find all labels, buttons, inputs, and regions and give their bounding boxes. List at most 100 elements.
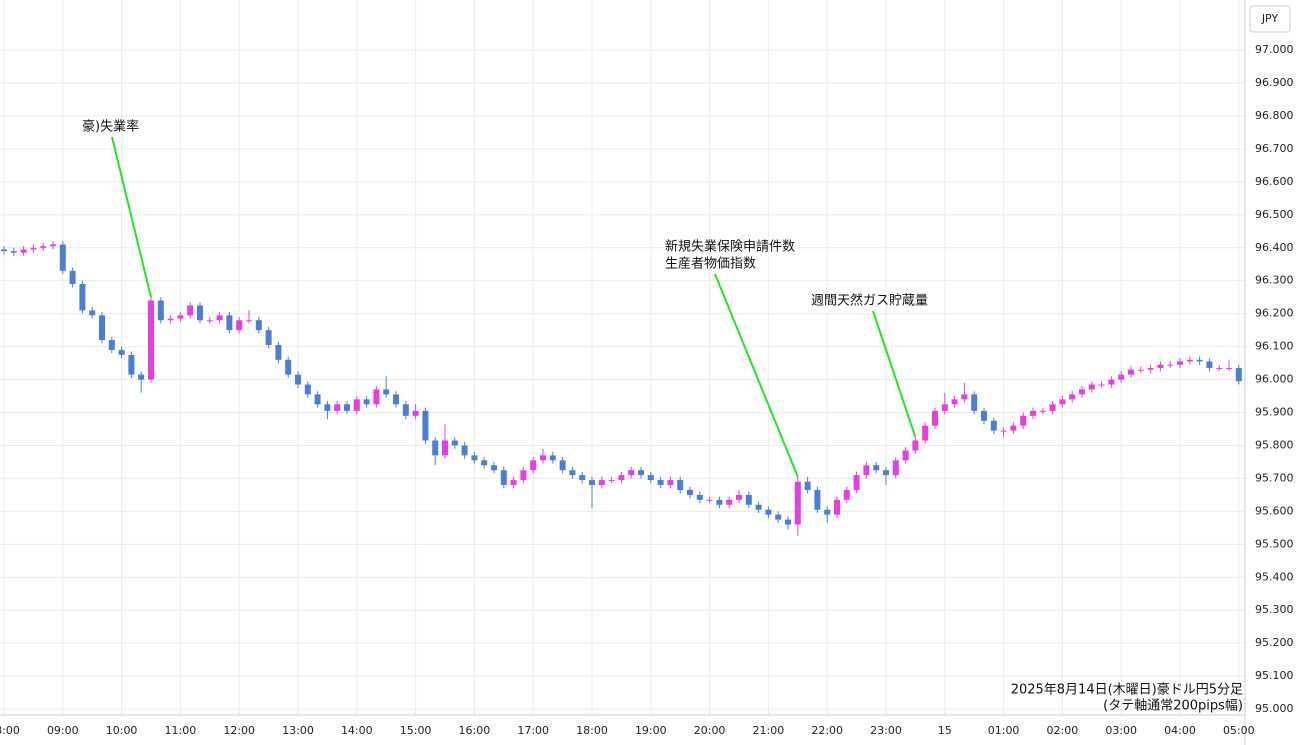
candle-body xyxy=(765,509,772,515)
candle-body xyxy=(1128,369,1134,375)
y-tick-label: 96.200 xyxy=(1255,307,1294,320)
candle-body xyxy=(706,499,713,501)
annotation-label: 新規失業保険申請件数 xyxy=(665,239,795,255)
candle-body xyxy=(89,310,96,316)
candle-body xyxy=(177,315,184,319)
candle-body xyxy=(246,320,252,322)
x-tick-label: 04:00 xyxy=(1164,724,1196,737)
candle-body xyxy=(1020,415,1027,426)
x-tick-label: 01:00 xyxy=(988,724,1020,737)
candle-body xyxy=(520,470,527,481)
candle-body xyxy=(69,270,76,285)
candle-body xyxy=(383,389,390,395)
x-tick-label: 10:00 xyxy=(106,724,138,737)
candle-body xyxy=(304,384,311,395)
x-tick-label: 23:00 xyxy=(870,724,902,737)
candles xyxy=(1,241,1242,537)
x-tick-label: 05:00 xyxy=(1223,724,1255,737)
candle-body xyxy=(608,480,615,482)
candle-body xyxy=(461,445,468,456)
candle-body xyxy=(873,465,880,471)
candle-body xyxy=(745,494,752,505)
candle-body xyxy=(922,425,929,441)
candle-body xyxy=(990,420,997,431)
candle-body xyxy=(961,394,968,400)
candle-body xyxy=(255,320,262,331)
candle-body xyxy=(569,470,576,476)
y-tick-label: 96.100 xyxy=(1255,340,1294,353)
x-tick-label: 15 xyxy=(938,724,952,737)
y-tick-label: 96.400 xyxy=(1255,241,1294,254)
candle-body xyxy=(442,440,448,456)
candle-body xyxy=(20,249,27,253)
candle-body xyxy=(1226,368,1232,370)
candle-body xyxy=(226,315,233,331)
x-tick-label: 20:00 xyxy=(694,724,726,737)
candle-body xyxy=(804,481,811,490)
candle-body xyxy=(853,475,860,490)
y-tick-label: 95.800 xyxy=(1255,438,1294,451)
candle-body xyxy=(912,440,919,451)
candle-body xyxy=(834,499,840,515)
candle-body xyxy=(40,246,47,248)
candle-body xyxy=(10,251,17,253)
candle-body xyxy=(883,470,889,476)
candle-body xyxy=(1216,368,1223,370)
candle-body xyxy=(50,244,56,247)
y-tick-label: 96.500 xyxy=(1255,208,1294,221)
candle-body xyxy=(118,349,125,355)
x-tick-label: 02:00 xyxy=(1047,724,1079,737)
candle-body xyxy=(1147,368,1154,370)
x-tick-label: 13:00 xyxy=(282,724,314,737)
currency-box xyxy=(1249,5,1291,33)
candle-body xyxy=(736,494,742,500)
candle-body xyxy=(275,344,282,360)
candle-body xyxy=(500,470,507,486)
candle-body xyxy=(1088,384,1095,390)
x-tick-label: 15:00 xyxy=(400,724,432,737)
candle-body xyxy=(628,470,635,476)
candle-body xyxy=(530,460,537,471)
candle-body xyxy=(402,404,409,416)
candle-body xyxy=(1108,379,1115,385)
candle-body xyxy=(324,404,331,411)
candle-body xyxy=(59,244,66,271)
candle-body xyxy=(167,318,174,321)
candle-body xyxy=(363,399,370,405)
y-tick-label: 95.700 xyxy=(1255,471,1294,484)
candle-body xyxy=(197,305,203,321)
y-tick-label: 95.200 xyxy=(1255,636,1294,649)
candle-body xyxy=(598,480,605,486)
candle-body xyxy=(265,330,272,345)
candle-body xyxy=(1186,359,1193,362)
candle-body xyxy=(1167,364,1174,366)
x-tick-label: 22:00 xyxy=(811,724,843,737)
annotation-pointer xyxy=(714,273,799,478)
candle-body xyxy=(647,475,654,481)
candle-body xyxy=(471,455,478,461)
candle-body xyxy=(932,410,938,426)
candle-body xyxy=(589,480,595,486)
price-axis-panel xyxy=(1245,0,1300,745)
y-tick-label: 97.000 xyxy=(1255,43,1294,56)
candle-body xyxy=(1030,410,1036,416)
annotation-label: 生産者物価指数 xyxy=(665,256,756,272)
annotation-label: 週間天然ガス貯蔵量 xyxy=(811,293,928,309)
y-tick-label: 95.300 xyxy=(1255,603,1294,616)
candle-body xyxy=(657,480,664,486)
candle-body xyxy=(314,394,321,405)
candle-body xyxy=(1157,364,1164,369)
footer-line: 2025年8月14日(木曜日)豪ドル円5分足 xyxy=(1011,682,1243,698)
candle-body xyxy=(667,480,674,486)
footer-line: (タテ軸通常200pips幅) xyxy=(1103,699,1243,714)
candle-body xyxy=(892,460,899,476)
candle-body xyxy=(373,389,380,405)
candle-body xyxy=(1196,359,1203,362)
y-tick-label: 95.400 xyxy=(1255,570,1294,583)
x-tick-label: 11:00 xyxy=(165,724,197,737)
y-tick-label: 95.000 xyxy=(1255,702,1294,715)
candle-body xyxy=(1177,361,1183,365)
